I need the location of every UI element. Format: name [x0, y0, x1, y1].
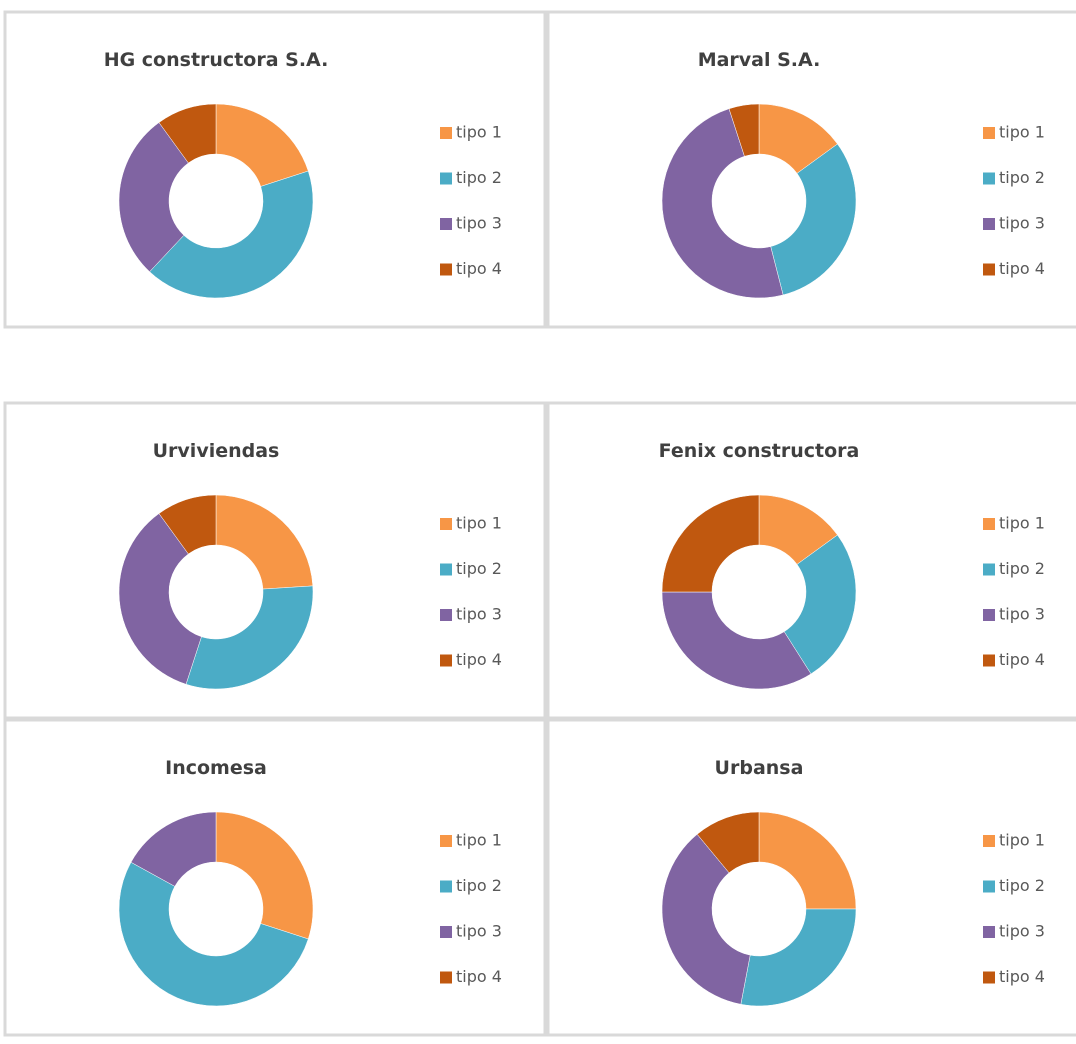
legend-label: tipo 3: [456, 605, 502, 624]
donut-slice: [728, 103, 760, 157]
chart-panel: Fenix constructora tipo 1 tipo 2 tipo 3 tipo…: [546, 401, 1076, 720]
chart-title: Incomesa: [165, 757, 267, 779]
chart-panel: HG constructora S.A. tipo 1 tipo 2 tipo 3 ti…: [3, 10, 547, 329]
legend-swatch: [983, 263, 995, 276]
chart-panel: Urbansa tipo 1 tipo 2 tipo 3 tipo 4: [546, 718, 1076, 1037]
donut-slice: [185, 585, 314, 690]
legend-label: tipo 3: [456, 922, 502, 941]
legend-swatch: [983, 518, 995, 530]
legend-label: tipo 4: [456, 650, 502, 669]
donut-slice: [740, 908, 857, 1007]
legend-label: tipo 2: [456, 168, 502, 187]
legend-label: tipo 3: [999, 214, 1045, 233]
legend-label: tipo 4: [999, 650, 1045, 669]
donut-slice: [158, 494, 217, 555]
donut-slice: [149, 170, 314, 299]
legend-label: tipo 4: [456, 967, 502, 986]
chart-panel: Marval S.A. tipo 1 tipo 2 tipo 3 tipo 4: [546, 10, 1076, 329]
legend-swatch: [440, 609, 452, 621]
legend-label: tipo 4: [999, 259, 1045, 278]
legend-swatch: [983, 835, 995, 847]
donut-slice: [661, 108, 784, 299]
legend-label: tipo 3: [999, 605, 1045, 624]
donut-slice: [215, 811, 314, 940]
legend-label: tipo 3: [999, 922, 1045, 941]
legend-label: tipo 1: [999, 514, 1045, 533]
legend-swatch: [983, 926, 995, 938]
legend-swatch: [983, 563, 995, 576]
donut-slice: [783, 534, 857, 675]
legend-swatch: [440, 563, 452, 576]
legend-swatch: [440, 218, 452, 230]
legend-label: tipo 2: [999, 168, 1045, 187]
legend-label: tipo 2: [456, 559, 502, 578]
legend-swatch: [983, 218, 995, 230]
legend-swatch: [983, 609, 995, 621]
legend-label: tipo 1: [456, 514, 502, 533]
legend-swatch: [440, 880, 452, 893]
legend-swatch: [440, 172, 452, 185]
legend-label: tipo 3: [456, 214, 502, 233]
donut-slice: [215, 494, 314, 590]
legend-label: tipo 1: [456, 831, 502, 850]
legend-swatch: [440, 518, 452, 530]
donut-slice: [758, 811, 857, 910]
chart-title: Urviviendas: [153, 440, 280, 462]
legend-swatch: [440, 263, 452, 276]
donut-slice: [770, 143, 857, 296]
donut-slice: [661, 833, 751, 1005]
legend-label: tipo 2: [999, 559, 1045, 578]
legend-swatch: [440, 654, 452, 667]
legend-label: tipo 1: [456, 123, 502, 142]
chart-title: Marval S.A.: [698, 49, 821, 71]
donut-slice: [158, 103, 217, 164]
chart-panel: Incomesa tipo 1 tipo 2 tipo 3 tipo 4: [3, 718, 547, 1037]
legend-label: tipo 2: [999, 876, 1045, 895]
legend-swatch: [440, 835, 452, 847]
chart-title: Urbansa: [715, 757, 804, 779]
legend-swatch: [440, 926, 452, 938]
legend-label: tipo 4: [456, 259, 502, 278]
legend-swatch: [983, 127, 995, 139]
legend-label: tipo 4: [999, 967, 1045, 986]
legend-swatch: [440, 127, 452, 139]
legend-swatch: [983, 880, 995, 893]
donut-slice: [696, 811, 760, 874]
legend-swatch: [983, 971, 995, 984]
chart-panel: Urviviendas tipo 1 tipo 2 tipo 3 tipo 4: [3, 401, 547, 720]
legend-swatch: [983, 172, 995, 185]
legend-label: tipo 2: [456, 876, 502, 895]
legend-swatch: [440, 971, 452, 984]
chart-title: Fenix constructora: [659, 440, 860, 462]
donut-slice: [118, 122, 189, 273]
donut-slice: [130, 811, 217, 887]
donut-slice: [661, 591, 812, 690]
donut-slice: [118, 513, 202, 685]
legend-label: tipo 1: [999, 123, 1045, 142]
donut-slice: [661, 494, 760, 593]
legend-label: tipo 1: [999, 831, 1045, 850]
legend-swatch: [983, 654, 995, 667]
chart-title: HG constructora S.A.: [104, 49, 329, 71]
